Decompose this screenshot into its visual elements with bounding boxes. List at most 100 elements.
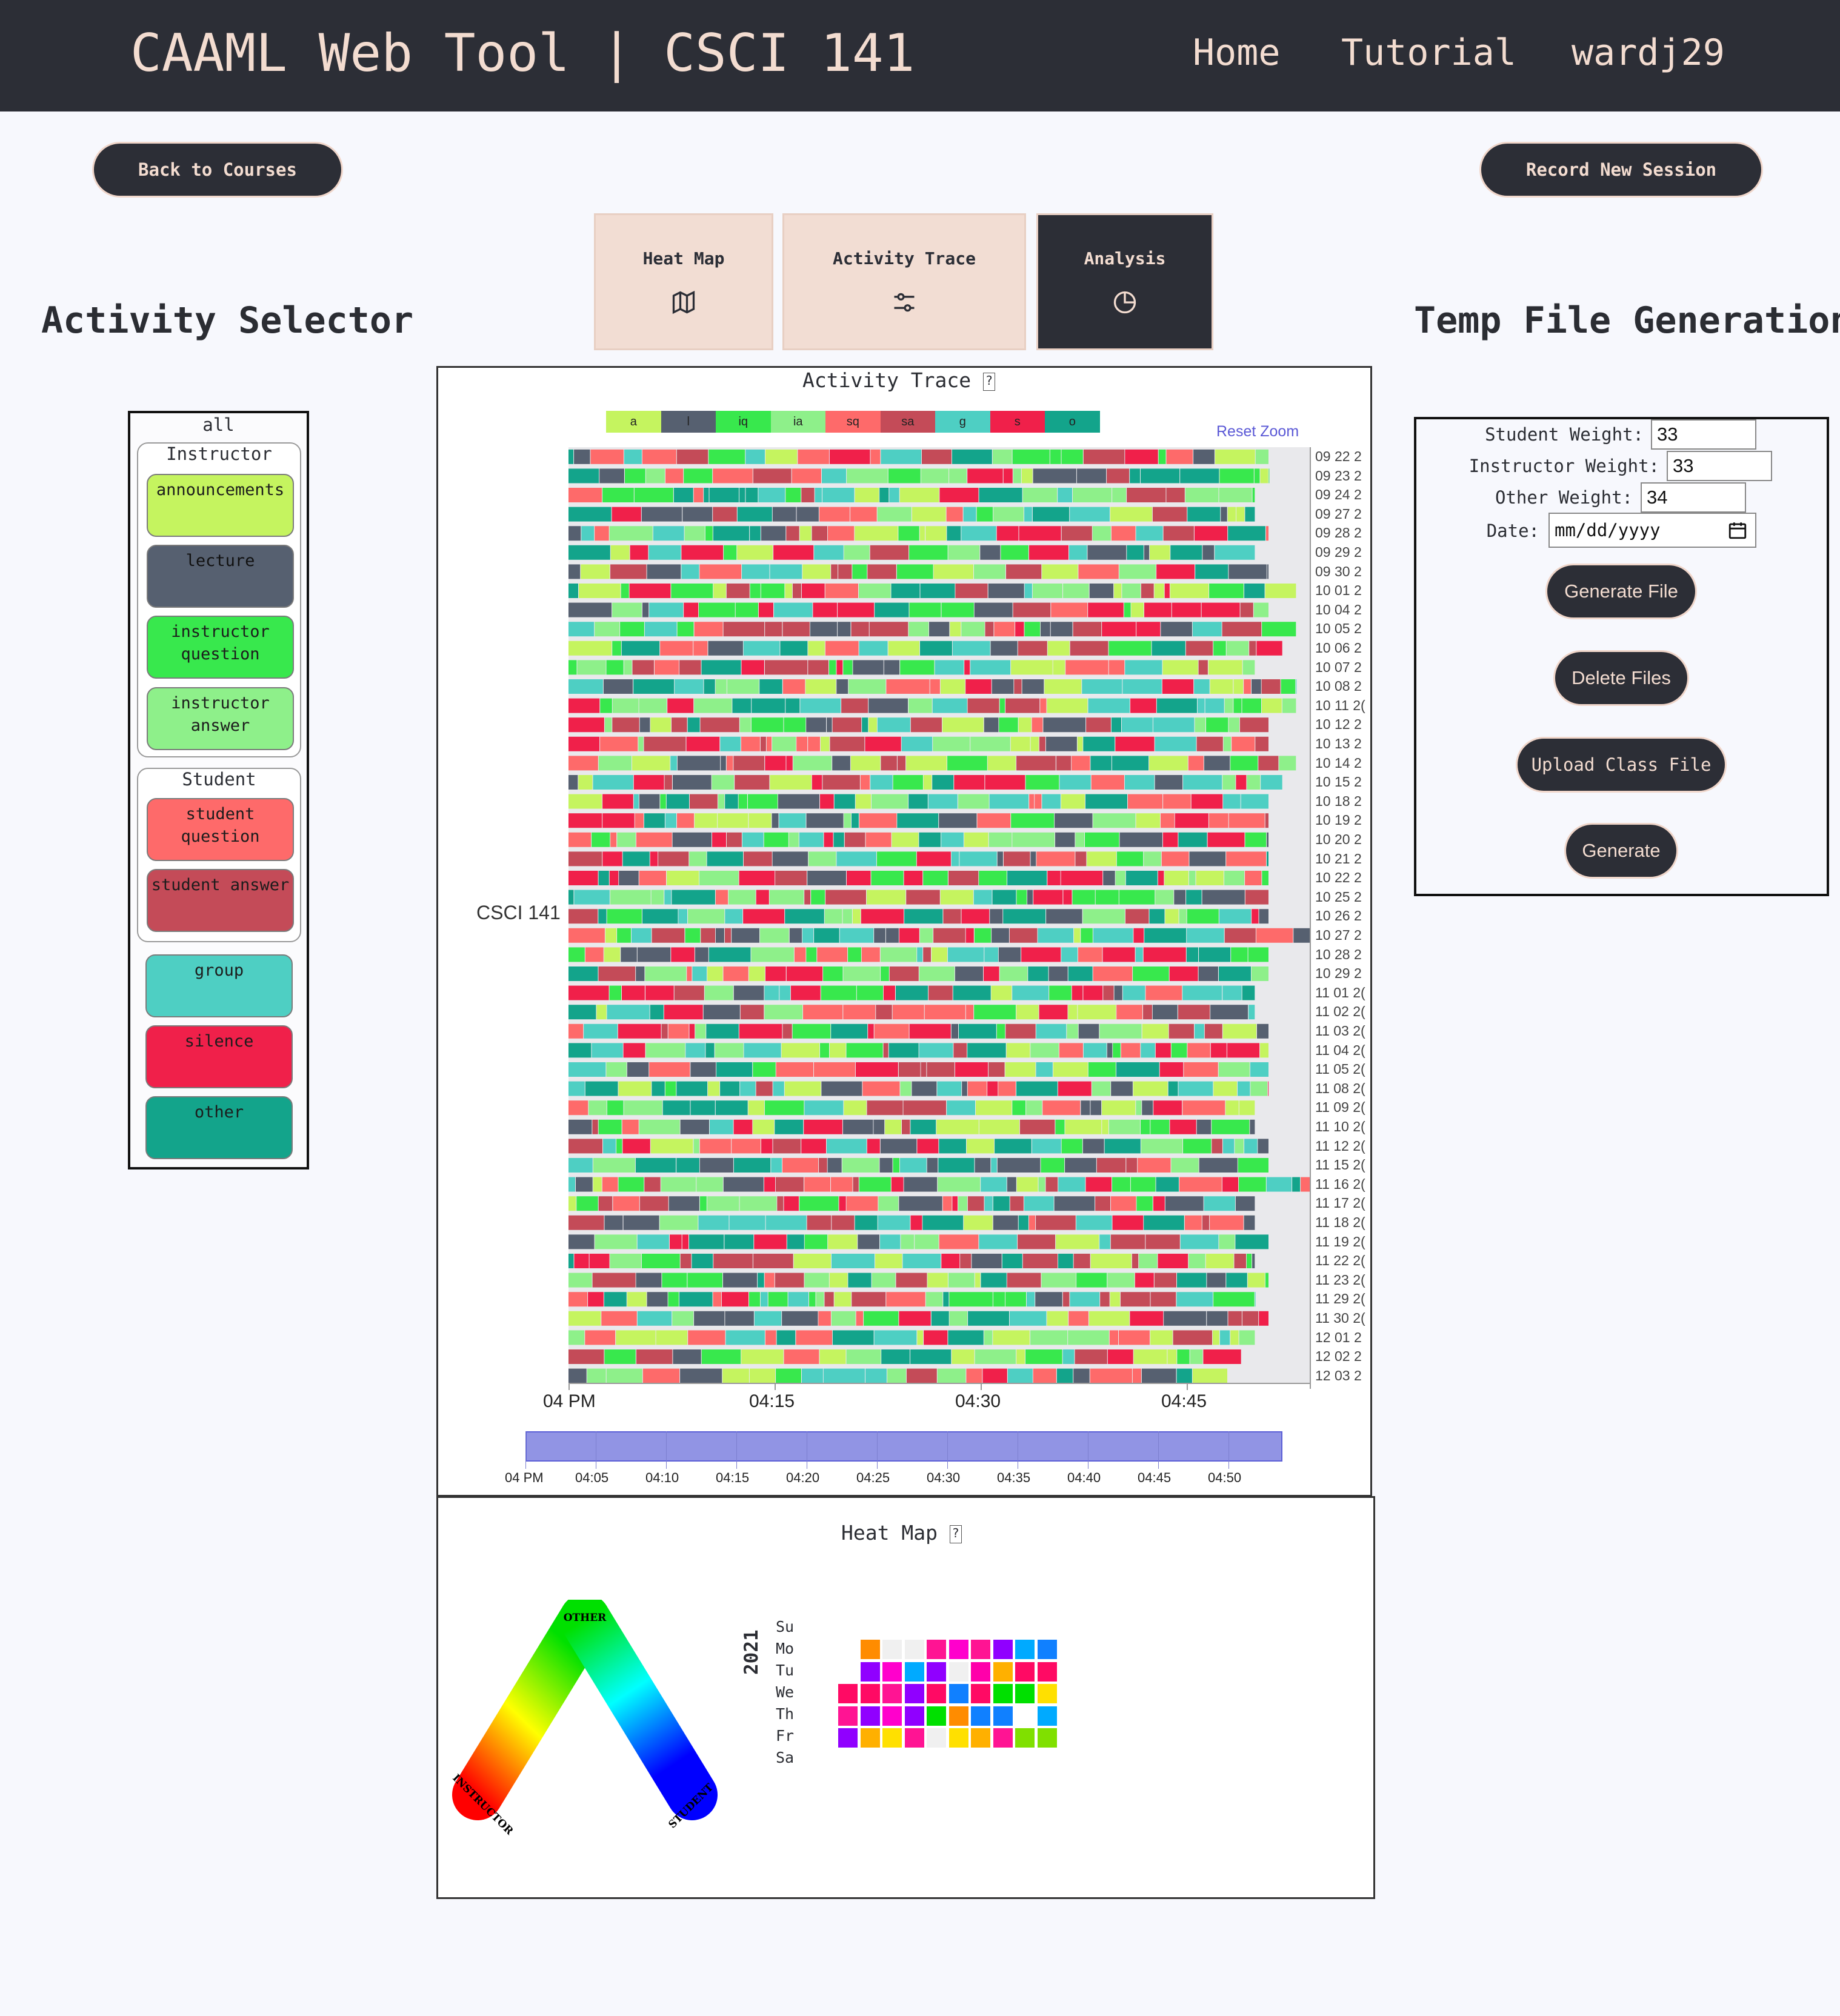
activity-segment[interactable] bbox=[1111, 717, 1121, 733]
session-row[interactable] bbox=[568, 584, 1296, 598]
activity-segment[interactable] bbox=[1055, 832, 1075, 847]
activity-segment[interactable] bbox=[761, 584, 785, 598]
activity-segment[interactable] bbox=[1177, 1349, 1190, 1364]
activity-segment[interactable] bbox=[1024, 507, 1032, 522]
activity-segment[interactable] bbox=[568, 851, 602, 867]
activity-segment[interactable] bbox=[1005, 1292, 1026, 1307]
activity-segment[interactable] bbox=[568, 775, 578, 790]
activity-segment[interactable] bbox=[1006, 564, 1042, 579]
activity-segment[interactable] bbox=[671, 584, 713, 598]
activity-segment[interactable] bbox=[1221, 507, 1227, 522]
activity-segment[interactable] bbox=[592, 1272, 636, 1288]
activity-segment[interactable] bbox=[602, 794, 633, 809]
activity-segment[interactable] bbox=[773, 1081, 784, 1096]
activity-segment[interactable] bbox=[824, 1292, 834, 1307]
activity-segment[interactable] bbox=[830, 736, 865, 751]
heat-map-day-cell[interactable] bbox=[927, 1640, 946, 1659]
activity-segment[interactable] bbox=[1164, 871, 1188, 885]
activity-segment[interactable] bbox=[988, 1062, 1005, 1077]
activity-segment[interactable] bbox=[1128, 794, 1163, 809]
activity-segment[interactable] bbox=[877, 717, 910, 733]
activity-segment[interactable] bbox=[1025, 1349, 1062, 1364]
activity-segment[interactable] bbox=[641, 507, 682, 522]
activity-segment[interactable] bbox=[1030, 851, 1036, 867]
activity-segment[interactable] bbox=[811, 890, 825, 905]
heat-map-day-cell[interactable] bbox=[860, 1684, 880, 1703]
activity-segment[interactable] bbox=[1245, 832, 1267, 847]
activity-segment[interactable] bbox=[687, 1272, 722, 1288]
activity-segment[interactable] bbox=[1224, 698, 1233, 713]
activity-segment[interactable] bbox=[965, 1005, 974, 1020]
activity-segment[interactable] bbox=[908, 698, 932, 713]
activity-segment[interactable] bbox=[1198, 698, 1205, 713]
activity-segment[interactable] bbox=[1245, 507, 1255, 522]
activity-trace-help-icon[interactable]: ? bbox=[983, 372, 996, 391]
activity-segment[interactable] bbox=[1012, 832, 1055, 847]
activity-segment[interactable] bbox=[867, 1100, 903, 1116]
activity-segment[interactable] bbox=[1149, 909, 1165, 924]
activity-segment[interactable] bbox=[1049, 985, 1072, 1000]
activity-segment[interactable] bbox=[632, 928, 652, 943]
activity-segment[interactable] bbox=[568, 468, 599, 484]
session-row[interactable] bbox=[568, 449, 1268, 464]
activity-segment[interactable] bbox=[1006, 1043, 1030, 1058]
activity-segment[interactable] bbox=[781, 1043, 819, 1058]
activity-segment[interactable] bbox=[1215, 545, 1255, 560]
activity-segment[interactable] bbox=[639, 698, 667, 713]
activity-segment[interactable] bbox=[756, 1081, 773, 1096]
activity-segment[interactable] bbox=[1119, 890, 1155, 905]
activity-segment[interactable] bbox=[1035, 794, 1042, 809]
activity-segment[interactable] bbox=[1262, 622, 1296, 637]
activity-segment[interactable] bbox=[1021, 468, 1033, 484]
activity-segment[interactable] bbox=[1145, 1234, 1180, 1249]
activity-segment[interactable] bbox=[1255, 1292, 1256, 1307]
nav-user-link[interactable]: wardj29 bbox=[1572, 32, 1725, 74]
activity-segment[interactable] bbox=[1063, 584, 1089, 598]
activity-segment[interactable] bbox=[1028, 966, 1048, 981]
activity-segment[interactable] bbox=[817, 947, 848, 962]
heat-map-day-cell[interactable] bbox=[993, 1684, 1013, 1703]
activity-segment[interactable] bbox=[1107, 468, 1130, 484]
generate-button[interactable]: Generate bbox=[1564, 823, 1678, 879]
activity-segment[interactable] bbox=[990, 640, 1018, 656]
activity-segment[interactable] bbox=[1001, 545, 1028, 560]
activity-segment[interactable] bbox=[1262, 871, 1268, 885]
activity-segment[interactable] bbox=[765, 1215, 807, 1230]
activity-segment[interactable] bbox=[827, 526, 855, 541]
activity-segment[interactable] bbox=[1248, 1005, 1255, 1020]
activity-segment[interactable] bbox=[1012, 1100, 1026, 1116]
activity-segment[interactable] bbox=[632, 660, 655, 675]
activity-segment[interactable] bbox=[588, 1100, 607, 1116]
activity-segment[interactable] bbox=[1202, 545, 1215, 560]
activity-segment[interactable] bbox=[1155, 736, 1196, 751]
activity-segment[interactable] bbox=[584, 1023, 618, 1039]
activity-segment[interactable] bbox=[633, 794, 639, 809]
activity-segment[interactable] bbox=[1210, 1005, 1248, 1020]
session-row[interactable] bbox=[568, 1330, 1255, 1345]
activity-segment[interactable] bbox=[1090, 756, 1112, 771]
activity-segment[interactable] bbox=[916, 851, 951, 867]
activity-segment[interactable] bbox=[768, 1292, 788, 1307]
session-row[interactable] bbox=[568, 660, 1255, 675]
activity-segment[interactable] bbox=[1205, 698, 1224, 713]
activity-segment[interactable] bbox=[568, 449, 574, 464]
activity-segment[interactable] bbox=[853, 660, 884, 675]
activity-segment[interactable] bbox=[713, 526, 750, 541]
legend-item-g[interactable]: g bbox=[935, 411, 990, 433]
activity-segment[interactable] bbox=[670, 1234, 682, 1249]
activity-segment[interactable] bbox=[973, 890, 992, 905]
activity-segment[interactable] bbox=[792, 1023, 831, 1039]
activity-segment[interactable] bbox=[1088, 698, 1130, 713]
activity-segment[interactable] bbox=[743, 640, 780, 656]
activity-segment[interactable] bbox=[1072, 985, 1083, 1000]
activity-segment[interactable] bbox=[1082, 909, 1125, 924]
heat-map-day-cell[interactable] bbox=[882, 1728, 902, 1748]
activity-segment[interactable] bbox=[712, 775, 735, 790]
activity-segment[interactable] bbox=[1022, 1254, 1058, 1268]
activity-segment[interactable] bbox=[598, 909, 607, 924]
activity-segment[interactable] bbox=[1244, 1139, 1258, 1154]
activity-segment[interactable] bbox=[988, 584, 1024, 598]
activity-segment[interactable] bbox=[859, 640, 888, 656]
activity-segment[interactable] bbox=[593, 1158, 635, 1173]
activity-segment[interactable] bbox=[878, 1196, 899, 1211]
